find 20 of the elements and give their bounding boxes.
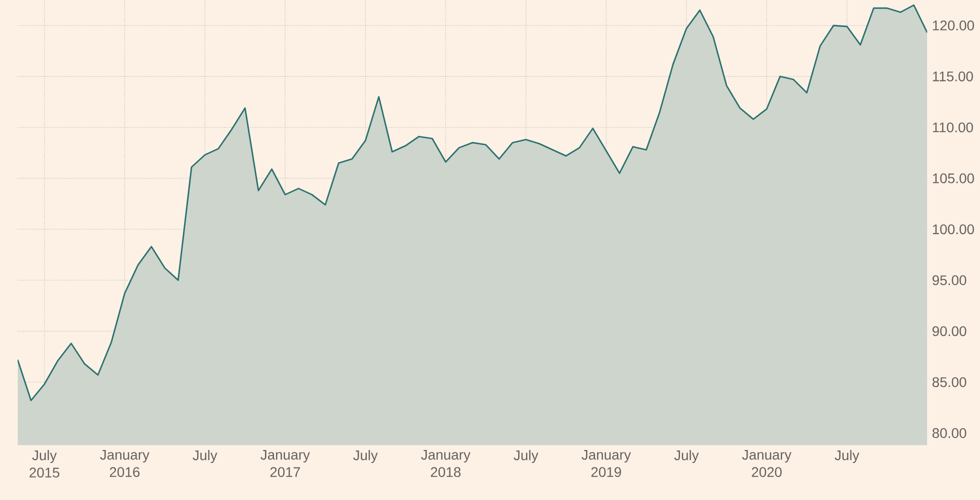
x-tick-label: July [192,450,218,463]
x-tick-label: January 2017 [260,450,310,477]
x-tick-label: July [353,450,378,463]
y-tick-label: 120.00 [932,20,974,30]
x-tick-label: July [834,450,860,463]
y-tick-label: 85.00 [932,377,966,388]
x-tick-label: January 2019 [582,450,631,477]
x-tick-label: January 2018 [421,450,470,477]
y-tick-label: 80.00 [932,428,966,438]
y-tick-label: 110.00 [932,122,973,132]
x-tick-label: July [674,450,699,463]
x-tick-label: July [514,450,538,463]
x-tick-label: July 2015 [30,450,60,478]
y-tick-label: 115.00 [932,71,973,82]
x-tick-label: January 2016 [100,450,150,477]
y-tick-label: 100.00 [932,224,974,234]
x-tick-label: January 2020 [742,450,792,477]
y-tick-label: 90.00 [932,326,966,336]
y-tick-label: 105.00 [932,173,974,184]
y-tick-label: 95.00 [932,275,966,286]
